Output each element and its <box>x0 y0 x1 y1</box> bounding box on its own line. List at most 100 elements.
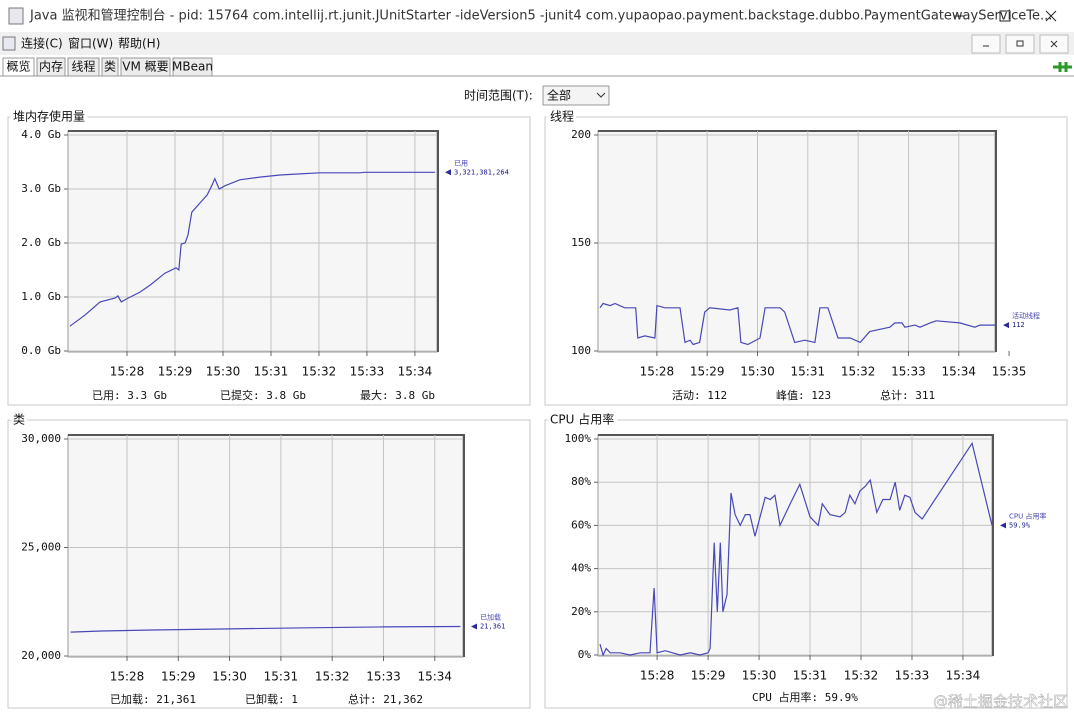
title-bar <box>0 0 1074 32</box>
x-tick-label: 15:33 <box>366 670 401 684</box>
menu-item[interactable]: 连接(C) <box>21 36 63 51</box>
x-tick-label: 15:30 <box>740 365 775 379</box>
x-tick-label: 15:31 <box>793 669 828 683</box>
y-tick-label: 30,000 <box>21 432 61 445</box>
x-tick-label: 15:30 <box>212 670 247 684</box>
combobox-arrow <box>596 92 606 98</box>
footer-stat: 已加载: 21,361 <box>110 693 196 706</box>
y-tick-label: 100% <box>565 432 592 445</box>
plot-area <box>597 434 993 657</box>
x-tick-label: 15:28 <box>110 365 145 379</box>
end-series-name: 活动线程 <box>1012 311 1040 320</box>
y-tick-label: 200 <box>571 128 591 141</box>
x-tick-label: 15:29 <box>158 365 193 379</box>
end-series-name: CPU 占用率 <box>1009 511 1046 520</box>
end-series-name: 已加载 <box>480 612 501 621</box>
menu-item[interactable]: 窗口(W) <box>68 37 113 51</box>
panel-title: 线程 <box>550 109 574 124</box>
y-tick-label: 20% <box>571 605 591 618</box>
end-value-label: 3,321,381,264 <box>454 168 509 176</box>
x-tick-label: 15:32 <box>315 670 350 684</box>
tab-label: 概览 <box>6 59 30 74</box>
tab-label: VM 概要 <box>122 60 168 74</box>
connection-icon <box>1053 62 1072 72</box>
panel-title: CPU 占用率 <box>550 412 614 427</box>
end-series-name: 已用 <box>454 159 468 167</box>
y-tick-label: 100 <box>571 344 591 357</box>
menu-bar <box>0 32 1074 55</box>
tab-label: 线程 <box>71 59 95 74</box>
x-tick-label: 15:28 <box>640 669 675 683</box>
tab-label: 类 <box>104 60 116 74</box>
y-tick-label: 2.0 Gb <box>21 236 61 249</box>
tab-label: MBean <box>172 60 213 74</box>
x-tick-label: 15:33 <box>895 669 930 683</box>
x-tick-label: 15:29 <box>690 365 725 379</box>
maximize-button[interactable] <box>999 10 1011 22</box>
footer-stat: CPU 占用率: 59.9% <box>752 690 858 704</box>
frame-icon <box>2 36 16 51</box>
panel-border <box>7 419 531 709</box>
x-tick-label: 15:31 <box>264 670 299 684</box>
y-tick-label: 25,000 <box>21 541 61 554</box>
y-tick-label: 4.0 Gb <box>21 128 61 141</box>
x-tick-label: 15:28 <box>110 670 145 684</box>
y-tick-label: 3.0 Gb <box>21 182 61 195</box>
end-marker <box>1000 522 1006 529</box>
plot-area <box>67 130 438 353</box>
footer-stat: 已提交: 3.8 Gb <box>220 388 306 402</box>
y-tick-label: 0.0 Gb <box>21 344 61 357</box>
end-value-label: 112 <box>1012 321 1025 329</box>
x-tick-label: 15:34 <box>417 670 452 684</box>
series-line <box>599 441 993 657</box>
end-value-label: 59.9% <box>1009 521 1031 529</box>
end-marker <box>445 169 451 176</box>
close-button[interactable] <box>1045 10 1057 22</box>
y-tick-label: 60% <box>571 518 591 531</box>
series-line <box>69 171 436 327</box>
x-tick-label: 15:35 <box>992 365 1027 379</box>
x-tick-label: 15:34 <box>946 669 981 683</box>
footer-stat: 总计: 21,362 <box>348 692 423 706</box>
x-tick-label: 15:34 <box>398 365 433 379</box>
x-tick-label: 15:33 <box>350 365 385 379</box>
time-range-combobox[interactable] <box>542 85 610 106</box>
window-title: Java 监视和管理控制台 - pid: 15764 com.intellij.… <box>29 9 1052 24</box>
footer-stat: 峰值: 123 <box>776 389 831 402</box>
x-tick-label: 15:30 <box>206 365 241 379</box>
panel-border <box>544 419 1068 709</box>
x-tick-label: 15:34 <box>941 365 976 379</box>
footer-stat: 已用: 3.3 Gb <box>92 389 167 402</box>
frame-minimize[interactable] <box>971 34 1001 54</box>
series-line <box>599 302 995 346</box>
app-icon <box>8 7 24 25</box>
footer-stat: 最大: 3.8 Gb <box>360 388 435 402</box>
menu-item[interactable]: 帮助(H) <box>118 37 160 51</box>
time-range-label: 时间范围(T): <box>464 89 533 103</box>
x-tick-label: 15:31 <box>254 365 289 379</box>
panel-title: 堆内存使用量 <box>13 109 85 124</box>
watermark: @稀土掘金技术社区 <box>933 693 1068 711</box>
frame-restore-glyph <box>1016 40 1024 47</box>
y-tick-label: 0% <box>578 648 592 661</box>
plot-area <box>67 434 464 658</box>
x-tick-label: 15:32 <box>841 365 876 379</box>
plot-area <box>597 130 996 353</box>
x-tick-label: 15:29 <box>691 669 726 683</box>
y-tick-label: 80% <box>571 475 591 488</box>
panel-border <box>7 116 531 406</box>
end-value-label: 21,361 <box>480 622 505 630</box>
time-range-value: 全部 <box>547 88 571 103</box>
end-marker <box>1003 322 1009 329</box>
footer-stat: 已卸载: 1 <box>245 692 298 706</box>
frame-restore[interactable] <box>1005 34 1035 54</box>
x-tick-label: 15:32 <box>844 669 879 683</box>
x-tick-label: 15:32 <box>302 365 337 379</box>
footer-stat: 活动: 112 <box>672 389 727 402</box>
panel-border <box>544 116 1068 406</box>
y-tick-label: 150 <box>571 236 591 249</box>
x-tick-label: 15:31 <box>791 365 826 379</box>
panel-title: 类 <box>13 413 25 427</box>
frame-close-glyph <box>1050 40 1058 48</box>
